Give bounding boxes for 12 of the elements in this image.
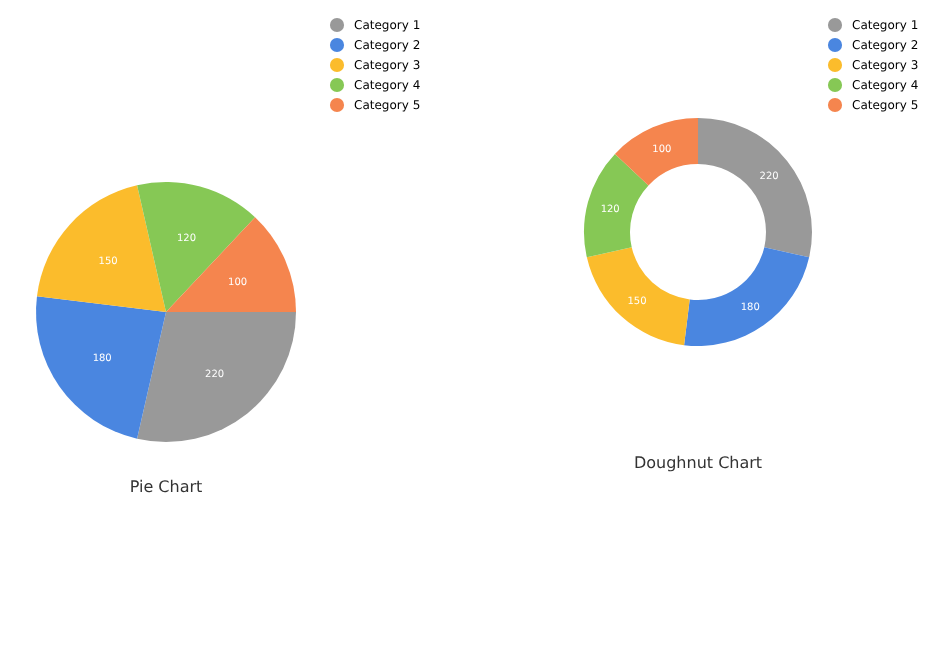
donut-slice: [586, 247, 690, 346]
text: Doughnut Chart: [633, 454, 763, 472]
donut-slice: [584, 153, 649, 258]
donut-slice: [684, 247, 810, 346]
pie-slice: [166, 217, 296, 312]
pie-slice: [36, 185, 166, 312]
pie-slice: [36, 296, 166, 439]
text: Pie Chart: [129, 478, 203, 496]
donut-slice: [698, 118, 812, 258]
pie-slice: [137, 182, 256, 312]
pie-slice: [137, 312, 296, 442]
donut-slice: [614, 118, 698, 186]
